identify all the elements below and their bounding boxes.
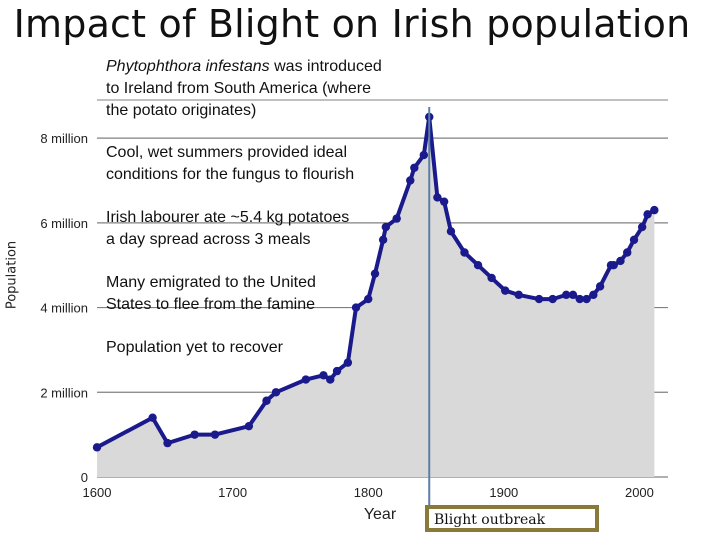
data-point-1971: [595, 282, 605, 291]
data-point-1652: [163, 438, 172, 448]
data-point-1754: [301, 375, 311, 384]
data-point-1800: [364, 294, 373, 304]
x-tick-label: 1900: [489, 485, 518, 500]
data-point-2002: [637, 222, 647, 232]
data-point-1834: [410, 163, 419, 172]
data-point-1851: [433, 193, 442, 202]
data-point-1785: [343, 358, 353, 367]
data-point-1813: [381, 222, 391, 232]
y-tick-label: 6 million: [40, 216, 88, 231]
x-tick-labels: 1600 1700 1800 1900 2000: [83, 485, 654, 500]
note-recovery-line1: Population yet to recover: [106, 339, 283, 356]
data-point-1856: [439, 197, 449, 206]
data-point-1831: [406, 176, 415, 185]
note-introduction-line2: to Ireland from South America (where: [106, 80, 372, 97]
data-point-1772: [326, 375, 335, 384]
data-point-1672: [190, 430, 199, 439]
note-diet-line2: a day spread across 3 meals: [106, 231, 311, 248]
x-tick-label: 1800: [354, 485, 383, 500]
y-axis-label-wrap: Population: [4, 230, 20, 320]
blight-outbreak-label: Blight outbreak: [434, 512, 546, 528]
x-tick-label: 1700: [218, 485, 247, 500]
note-introduction-line1: was introduced: [269, 58, 382, 75]
data-point-1996: [629, 235, 639, 244]
data-point-1732: [271, 388, 281, 397]
data-point-1986: [616, 256, 625, 266]
note-introduction-line3: the potato originates): [106, 102, 257, 119]
population-points: [92, 112, 659, 452]
y-tick-label: 2 million: [40, 385, 88, 400]
data-point-1871: [460, 248, 469, 257]
data-point-1811: [378, 235, 388, 244]
note-introduction: Phytophthora infestans was introduced to…: [106, 56, 382, 122]
data-point-1712: [244, 421, 254, 431]
data-point-2011: [650, 205, 659, 215]
data-point-1956: [575, 294, 584, 304]
note-diet-line1: Irish labourer ate ~5.4 kg potatoes: [106, 209, 350, 226]
data-point-1891: [487, 273, 496, 283]
data-point-1791: [351, 303, 361, 312]
note-emigration-line1: Many emigrated to the United: [106, 274, 316, 291]
data-point-1861: [446, 227, 456, 236]
data-point-1821: [392, 214, 401, 223]
x-tick-label: 2000: [625, 485, 654, 500]
slide-title: Impact of Blight on Irish population: [13, 2, 691, 46]
data-point-1600: [92, 443, 102, 452]
note-climate-line2: conditions for the fungus to flourish: [106, 166, 355, 183]
data-point-1687: [210, 430, 220, 439]
x-axis-label: Year: [364, 506, 397, 523]
data-point-1777: [332, 366, 342, 376]
data-point-1911: [514, 290, 523, 300]
data-point-1936: [548, 294, 557, 304]
note-pathogen-name: Phytophthora infestans: [106, 58, 270, 75]
y-axis-label: Population: [4, 240, 20, 310]
note-emigration-line2: States to flee from the famine: [106, 296, 315, 313]
note-climate: Cool, wet summers provided ideal conditi…: [106, 142, 354, 186]
data-point-1961: [582, 294, 591, 304]
data-point-1805: [370, 269, 380, 278]
data-point-1901: [500, 286, 510, 295]
data-point-1966: [589, 290, 598, 300]
data-point-1946: [562, 290, 571, 300]
data-point-1725: [262, 396, 271, 405]
data-point-1767: [319, 371, 328, 380]
note-climate-line1: Cool, wet summers provided ideal: [106, 144, 347, 161]
note-emigration: Many emigrated to the United States to f…: [106, 272, 316, 316]
note-recovery: Population yet to recover: [106, 337, 283, 359]
y-tick-labels: 0 2 million 4 million 6 million 8 million: [40, 131, 88, 485]
note-diet: Irish labourer ate ~5.4 kg potatoes a da…: [106, 207, 349, 251]
data-point-1991: [623, 248, 632, 257]
y-tick-label: 0: [81, 470, 88, 485]
data-point-1951: [568, 290, 578, 300]
data-point-1981: [609, 261, 618, 270]
population-area: [97, 116, 655, 478]
data-point-1641: [148, 413, 157, 422]
data-point-1926: [534, 294, 544, 304]
x-tick-label: 1600: [83, 485, 112, 500]
y-tick-label: 8 million: [40, 131, 88, 146]
blight-outbreak-label-box: Blight outbreak: [425, 505, 599, 532]
data-point-2006: [643, 210, 652, 219]
y-tick-label: 4 million: [40, 301, 88, 316]
data-point-1841: [419, 150, 429, 160]
data-point-1881: [473, 261, 483, 270]
